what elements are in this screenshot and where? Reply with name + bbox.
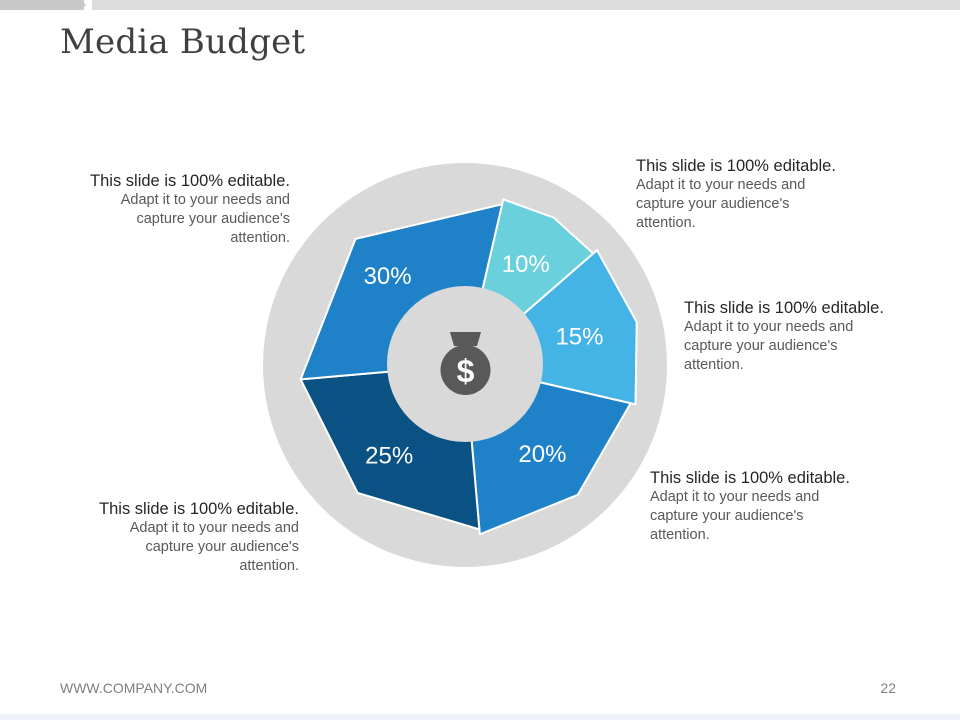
callout-heading: This slide is 100% editable. [650, 469, 850, 487]
callout-heading: This slide is 100% editable. [90, 172, 290, 190]
callout-heading: This slide is 100% editable. [99, 500, 299, 518]
callout-mid-right: This slide is 100% editable. Adapt it to… [684, 298, 960, 375]
footer-url[interactable]: WWW.COMPANY.COM [60, 680, 208, 696]
chart-slices [299, 198, 638, 536]
page-number: 22 [880, 680, 896, 696]
callout-top-right: This slide is 100% editable. Adapt it to… [636, 156, 916, 233]
top-accent-bar [0, 0, 960, 10]
callout-heading: This slide is 100% editable. [684, 299, 884, 317]
top-accent-notch [80, 0, 86, 10]
callout-body: Adapt it to your needs and capture your … [120, 192, 290, 246]
top-accent-right [92, 0, 960, 10]
slice-label: 10% [502, 251, 550, 278]
chart-labels: 10% 15% 20% 25% 30% [364, 251, 604, 470]
callout-body: Adapt it to your needs and capture your … [636, 177, 806, 231]
media-budget-chart: $ 10% 15% 20% 25% 30% [263, 163, 667, 567]
slice-label: 25% [365, 442, 413, 469]
slide-title: Media Budget [60, 22, 306, 62]
callout-body: Adapt it to your needs and capture your … [684, 319, 854, 373]
callout-body: Adapt it to your needs and capture your … [650, 489, 820, 543]
callout-top-left: This slide is 100% editable. Adapt it to… [10, 171, 290, 248]
slice-label: 20% [518, 441, 566, 468]
callout-heading: This slide is 100% editable. [636, 157, 836, 175]
callout-bottom-left: This slide is 100% editable. Adapt it to… [19, 499, 299, 576]
bottom-strip [0, 714, 960, 720]
pie-slice-30pct [299, 203, 504, 381]
callout-bottom-right: This slide is 100% editable. Adapt it to… [650, 468, 930, 545]
callout-body: Adapt it to your needs and capture your … [129, 520, 299, 574]
money-bag-icon: $ [440, 332, 491, 395]
top-accent-left [0, 0, 84, 10]
slice-label: 30% [364, 263, 412, 290]
slice-label: 15% [555, 323, 603, 350]
svg-text:$: $ [457, 353, 475, 389]
